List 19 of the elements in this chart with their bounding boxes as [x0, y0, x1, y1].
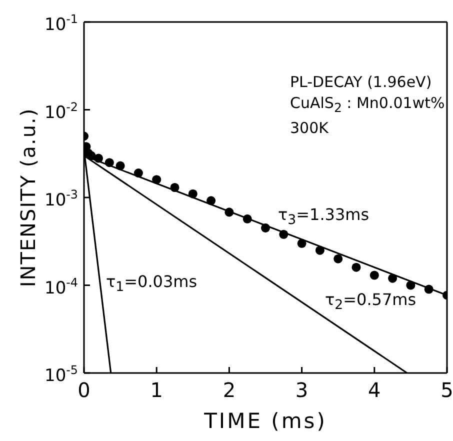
x-tick-label: 2: [222, 378, 236, 402]
y-tick-label: 10$^{-4}$: [44, 275, 78, 298]
y-axis-title: INTENSITY (a.u.): [16, 108, 40, 288]
x-tick-label: 4: [368, 378, 381, 402]
x-axis-title: TIME (ms): [203, 408, 327, 433]
x-tick-label: 3: [295, 378, 308, 402]
annotation: 300K: [290, 119, 328, 137]
y-tick-label: 10$^{-5}$: [44, 363, 78, 386]
annotation: τ$_{2}$=0.57ms: [325, 290, 416, 314]
annotation: τ$_{3}$=1.33ms: [278, 205, 370, 228]
x-tick-label: 1: [150, 378, 163, 402]
annotation: τ$_{1}$=0.03ms: [106, 272, 198, 296]
y-tick-label: 10$^{-1}$: [44, 12, 78, 35]
x-tick-label: 5: [440, 378, 453, 402]
y-tick-label: 10$^{-2}$: [44, 100, 78, 123]
y-tick-label: 10$^{-3}$: [44, 188, 78, 210]
annotation: CuAlS$_{2}$ : Mn0.01wt%: [290, 94, 445, 115]
x-tick-label: 0: [78, 378, 90, 402]
annotation: PL-DECAY (1.96eV): [290, 73, 432, 91]
